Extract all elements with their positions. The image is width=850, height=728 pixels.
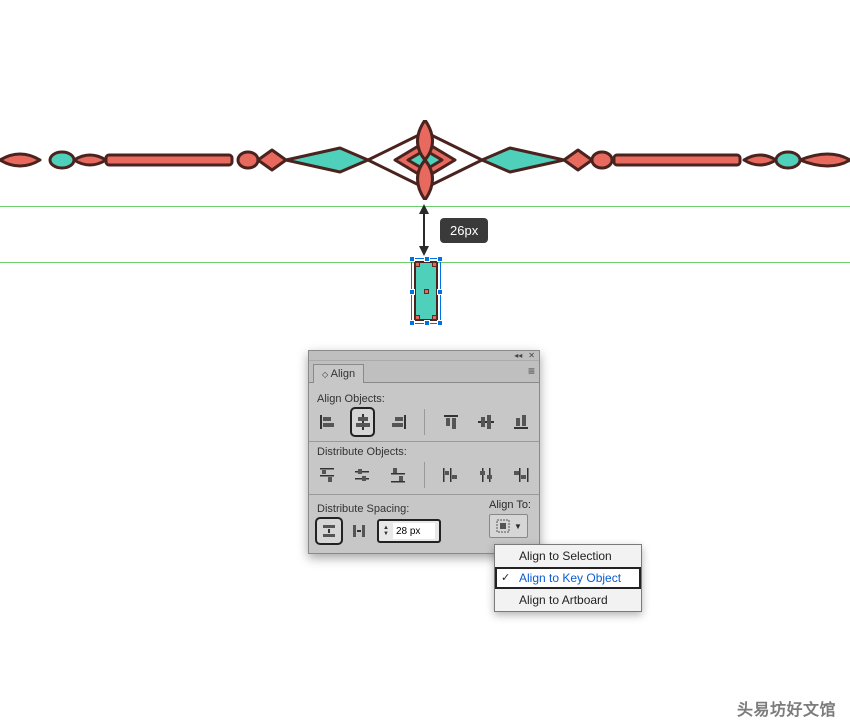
canvas-area: 26px ◂◂ ✕ ◇ Align ≡ Align Obj (0, 0, 850, 728)
distribute-objects-label: Distribute Objects: (317, 446, 531, 458)
align-right-button[interactable] (389, 410, 408, 434)
align-to-artboard-item[interactable]: Align to Artboard (495, 589, 641, 611)
step-down-icon[interactable]: ▼ (383, 531, 389, 537)
align-to-dropdown-button[interactable]: ▼ (489, 514, 528, 538)
horizontal-distribute-space-button[interactable] (347, 519, 371, 543)
align-bottom-button[interactable] (512, 410, 531, 434)
align-to-key-object-item[interactable]: ✓ Align to Key Object (495, 567, 641, 589)
align-panel: ◂◂ ✕ ◇ Align ≡ Align Objects: (308, 350, 540, 554)
panel-collapse-icon[interactable]: ◂◂ (514, 351, 522, 360)
selected-shape[interactable] (411, 258, 441, 324)
align-to-label: Align To: (489, 499, 531, 511)
align-to-selection-item[interactable]: Align to Selection (495, 545, 641, 567)
align-top-button[interactable] (441, 410, 460, 434)
watermark-text: 头易坊好文馆 (737, 696, 836, 720)
align-to-dropdown-menu: Align to Selection ✓ Align to Key Object… (494, 544, 642, 612)
align-horizontal-center-button[interactable] (352, 409, 373, 435)
distribute-left-button[interactable] (441, 463, 461, 487)
panel-menu-icon[interactable]: ≡ (528, 364, 535, 378)
distribute-right-button[interactable] (512, 463, 532, 487)
smart-guide-measurement: 26px (414, 204, 488, 256)
align-objects-label: Align Objects: (317, 393, 531, 405)
checkmark-icon: ✓ (501, 571, 510, 584)
spacing-value-field[interactable]: ▲▼ (377, 519, 441, 543)
distribute-vertical-center-button[interactable] (353, 463, 373, 487)
panel-titlebar[interactable]: ◂◂ ✕ (309, 351, 539, 361)
spacing-input[interactable] (393, 523, 435, 539)
align-tab[interactable]: ◇ Align (313, 364, 364, 383)
align-left-button[interactable] (317, 410, 336, 434)
measurement-label: 26px (440, 218, 488, 243)
align-vertical-center-button[interactable] (477, 410, 496, 434)
distribute-bottom-button[interactable] (388, 463, 408, 487)
chevron-down-icon: ▼ (514, 522, 522, 531)
panel-close-icon[interactable]: ✕ (528, 351, 535, 360)
distribute-spacing-label: Distribute Spacing: (317, 503, 469, 515)
distribute-horizontal-center-button[interactable] (476, 463, 496, 487)
distribute-top-button[interactable] (317, 463, 337, 487)
vertical-distribute-space-button[interactable] (317, 519, 341, 543)
ornament-artwork[interactable] (0, 120, 850, 198)
